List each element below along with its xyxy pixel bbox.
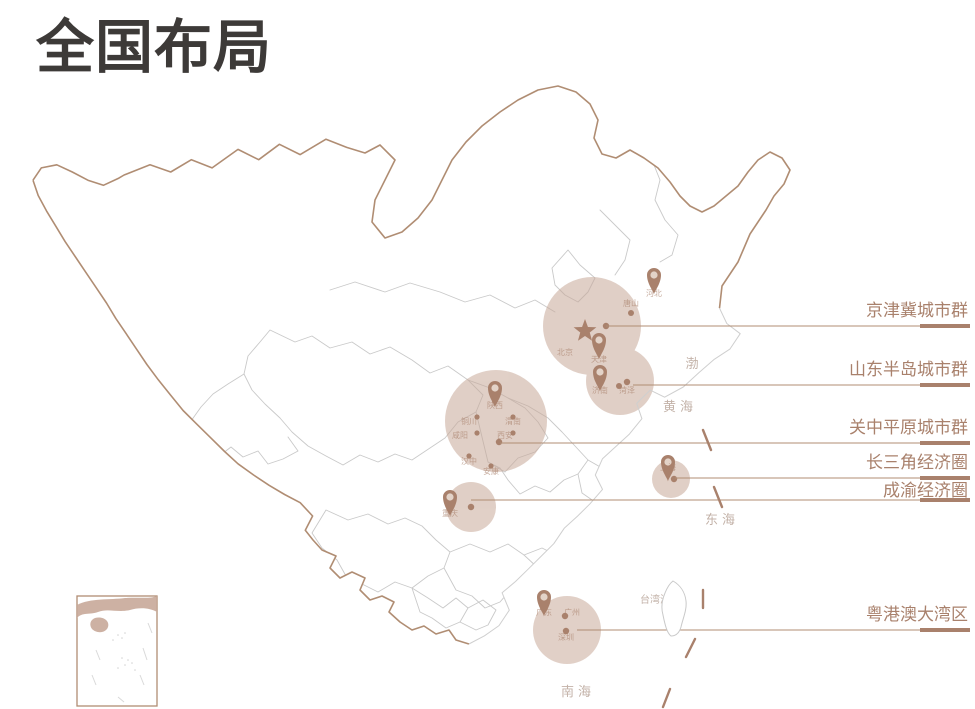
svg-text:广东: 广东 [536,607,552,617]
svg-text:京津冀城市群: 京津冀城市群 [866,301,968,320]
svg-text:山东半岛城市群: 山东半岛城市群 [849,360,968,379]
svg-text:北京: 北京 [557,347,573,357]
svg-text:菏泽: 菏泽 [619,385,635,395]
svg-text:陕西: 陕西 [487,400,503,410]
svg-text:渭南: 渭南 [505,416,521,426]
svg-text:长三角经济圈: 长三角经济圈 [866,453,968,472]
svg-text:西安: 西安 [497,430,513,440]
svg-text:咸阳: 咸阳 [452,430,468,440]
svg-text:深圳: 深圳 [558,632,574,642]
svg-text:渤: 渤 [685,356,698,371]
svg-text:南海: 南海 [561,684,595,699]
svg-text:黄海: 黄海 [663,399,697,414]
svg-text:安康: 安康 [483,466,499,476]
svg-text:重庆: 重庆 [442,508,458,518]
svg-text:成渝经济圈: 成渝经济圈 [883,481,968,500]
svg-text:济南: 济南 [592,385,608,395]
svg-text:广州: 广州 [564,607,580,617]
svg-text:东海: 东海 [705,512,739,527]
svg-text:天津: 天津 [591,354,607,364]
svg-text:上海: 上海 [660,462,676,472]
svg-text:河北: 河北 [646,288,662,298]
svg-text:唐山: 唐山 [623,298,639,308]
svg-text:铜川: 铜川 [461,416,477,426]
svg-text:关中平原城市群: 关中平原城市群 [849,418,968,437]
svg-text:汉中: 汉中 [461,456,477,466]
svg-text:粤港澳大湾区: 粤港澳大湾区 [866,605,968,624]
